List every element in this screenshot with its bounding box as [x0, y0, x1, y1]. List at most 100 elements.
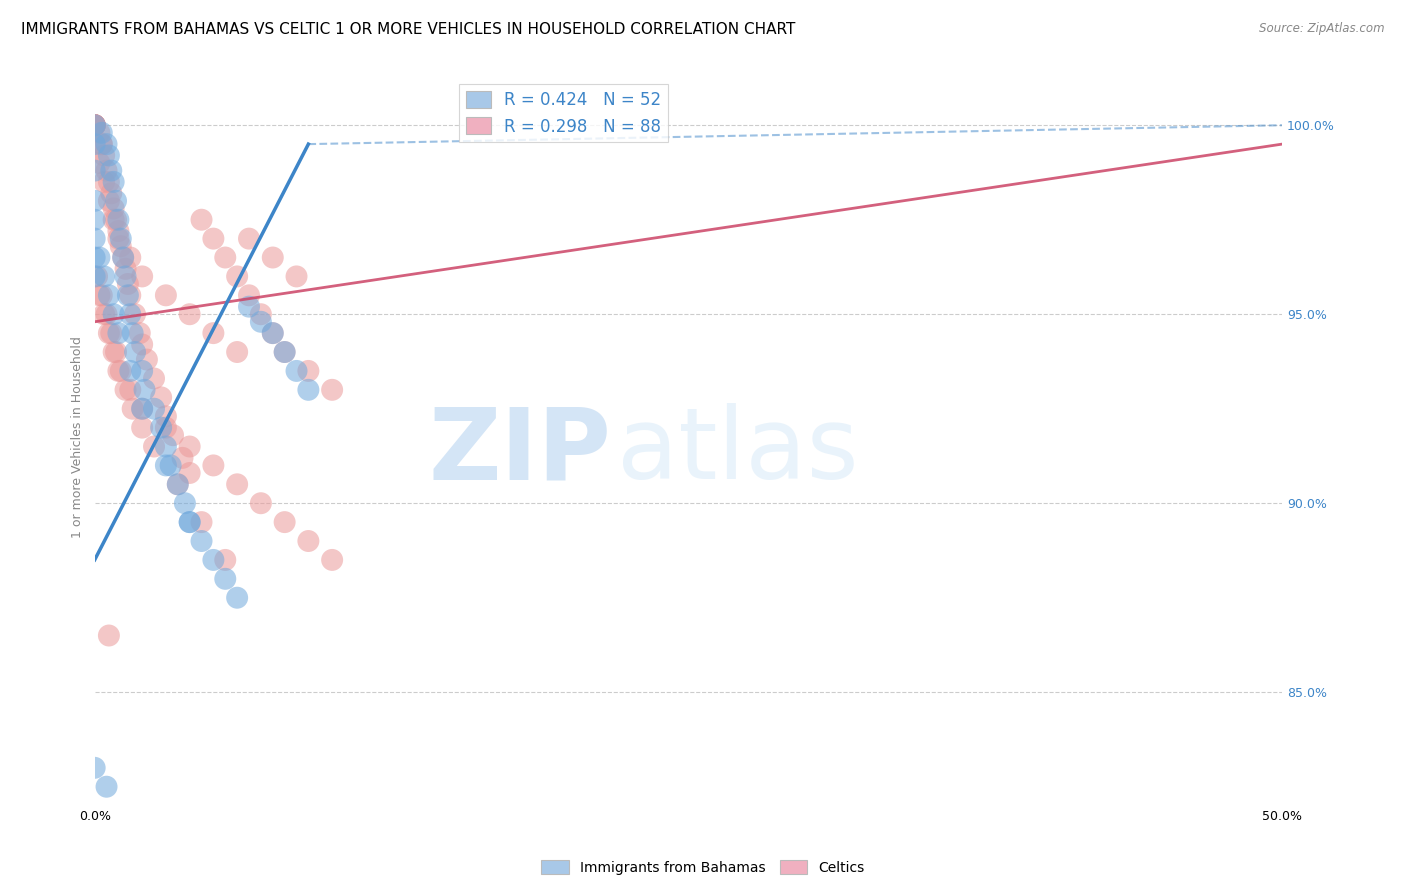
- Point: [96, 780, 118, 794]
- Point: [110, 364, 132, 378]
- Point: [97, 628, 120, 642]
- Point: [202, 458, 225, 473]
- Point: [159, 458, 181, 473]
- Point: [273, 345, 295, 359]
- Point: [83, 118, 105, 132]
- Text: atlas: atlas: [617, 403, 859, 500]
- Point: [214, 251, 236, 265]
- Text: IMMIGRANTS FROM BAHAMAS VS CELTIC 1 OR MORE VEHICLES IN HOUSEHOLD CORRELATION CH: IMMIGRANTS FROM BAHAMAS VS CELTIC 1 OR M…: [21, 22, 796, 37]
- Point: [143, 371, 166, 385]
- Point: [273, 515, 295, 529]
- Point: [143, 401, 166, 416]
- Point: [131, 401, 153, 416]
- Point: [83, 194, 105, 208]
- Point: [128, 326, 150, 340]
- Point: [83, 163, 105, 178]
- Point: [105, 345, 128, 359]
- Point: [107, 364, 129, 378]
- Point: [89, 156, 111, 170]
- Point: [262, 326, 284, 340]
- Point: [103, 212, 125, 227]
- Point: [90, 137, 112, 152]
- Point: [155, 458, 177, 473]
- Point: [96, 137, 118, 152]
- Point: [179, 307, 201, 321]
- Point: [226, 269, 249, 284]
- Point: [134, 383, 156, 397]
- Point: [114, 261, 136, 276]
- Point: [103, 307, 125, 321]
- Point: [297, 364, 319, 378]
- Point: [190, 515, 212, 529]
- Point: [90, 137, 112, 152]
- Point: [155, 440, 177, 454]
- Point: [226, 477, 249, 491]
- Point: [166, 477, 188, 491]
- Text: Source: ZipAtlas.com: Source: ZipAtlas.com: [1260, 22, 1385, 36]
- Point: [131, 337, 153, 351]
- Point: [89, 288, 111, 302]
- Point: [131, 269, 153, 284]
- Point: [86, 269, 108, 284]
- Point: [105, 212, 128, 227]
- Point: [124, 345, 146, 359]
- Point: [105, 194, 128, 208]
- Point: [250, 315, 273, 329]
- Point: [190, 534, 212, 549]
- Point: [135, 352, 157, 367]
- Point: [120, 288, 142, 302]
- Point: [89, 251, 111, 265]
- Point: [250, 496, 273, 510]
- Point: [214, 572, 236, 586]
- Point: [114, 383, 136, 397]
- Point: [297, 534, 319, 549]
- Point: [202, 232, 225, 246]
- Point: [83, 118, 105, 132]
- Point: [226, 345, 249, 359]
- Point: [297, 383, 319, 397]
- Point: [97, 288, 120, 302]
- Point: [97, 194, 120, 208]
- Point: [238, 300, 260, 314]
- Point: [107, 224, 129, 238]
- Point: [179, 515, 201, 529]
- Point: [83, 137, 105, 152]
- Point: [97, 175, 120, 189]
- Point: [83, 118, 105, 132]
- Point: [120, 364, 142, 378]
- Point: [150, 420, 173, 434]
- Point: [166, 477, 188, 491]
- Point: [131, 420, 153, 434]
- Point: [143, 440, 166, 454]
- Point: [83, 269, 105, 284]
- Point: [90, 126, 112, 140]
- Point: [93, 307, 115, 321]
- Point: [83, 251, 105, 265]
- Point: [83, 761, 105, 775]
- Point: [90, 288, 112, 302]
- Point: [285, 269, 308, 284]
- Point: [285, 364, 308, 378]
- Point: [110, 239, 132, 253]
- Point: [190, 212, 212, 227]
- Point: [238, 288, 260, 302]
- Point: [124, 307, 146, 321]
- Point: [100, 163, 122, 178]
- Point: [83, 118, 105, 132]
- Point: [114, 269, 136, 284]
- Point: [83, 212, 105, 227]
- Point: [83, 118, 105, 132]
- Point: [83, 118, 105, 132]
- Point: [83, 118, 105, 132]
- Point: [93, 269, 115, 284]
- Point: [83, 118, 105, 132]
- Point: [179, 440, 201, 454]
- Point: [179, 466, 201, 480]
- Point: [273, 345, 295, 359]
- Point: [112, 251, 135, 265]
- Point: [93, 148, 115, 162]
- Point: [262, 251, 284, 265]
- Y-axis label: 1 or more Vehicles in Household: 1 or more Vehicles in Household: [72, 336, 84, 538]
- Point: [83, 118, 105, 132]
- Point: [150, 390, 173, 404]
